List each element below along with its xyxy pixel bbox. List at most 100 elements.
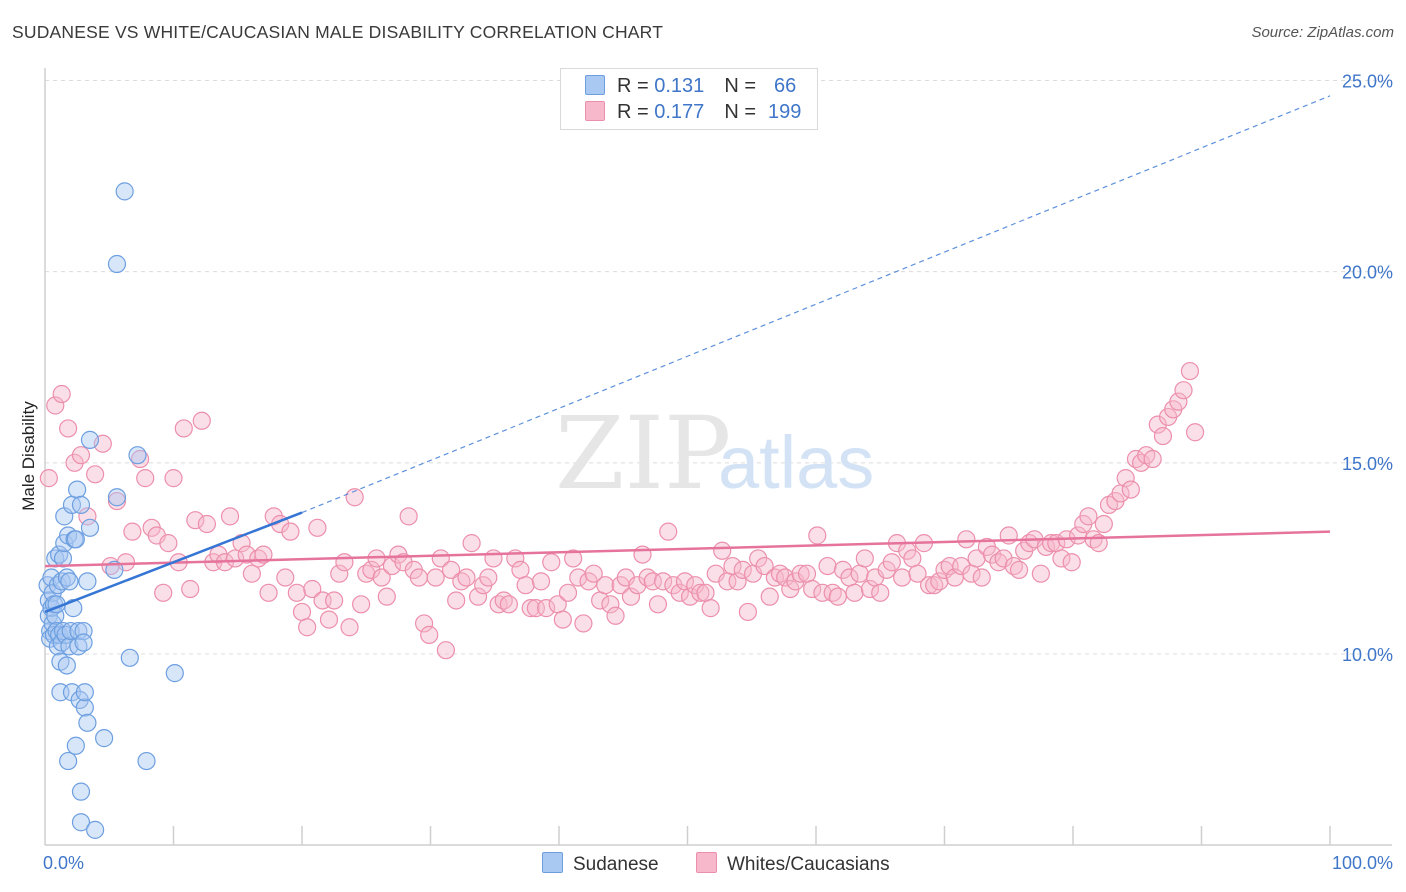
data-point-whites (197, 514, 217, 534)
data-point-whites (755, 556, 774, 576)
data-point-whites (468, 587, 488, 606)
data-point-whites (601, 595, 620, 614)
legend-row-whites: R = 0.177 N = 199 (585, 101, 801, 125)
data-point-whites (728, 572, 747, 591)
data-point-whites (845, 583, 864, 602)
data-point-whites (930, 572, 949, 591)
data-point-sudanese (57, 656, 76, 675)
legend-r-value: 0.177 (654, 101, 705, 123)
legend-row-sudanese: R = 0.131 N = 66 (585, 75, 796, 99)
data-point-sudanese (78, 713, 97, 732)
data-point-whites (569, 568, 588, 587)
data-point-sudanese (66, 530, 85, 549)
bottom-legend-sudanese[interactable]: Sudanese (542, 852, 659, 878)
data-point-whites (436, 641, 456, 660)
trend-line-whites (44, 530, 1331, 568)
data-point-whites (628, 576, 647, 595)
watermark-atlas: atlas (718, 421, 874, 504)
data-point-whites (882, 553, 901, 572)
data-point-whites (574, 614, 593, 633)
legend-n-label: N = (724, 75, 756, 97)
data-point-whites (447, 591, 466, 610)
data-point-whites (107, 491, 127, 511)
legend-n-value: 199 (768, 101, 802, 123)
data-point-sudanese (53, 549, 73, 568)
data-point-whites (1079, 507, 1098, 526)
data-point-sudanese (107, 254, 127, 274)
data-point-whites (71, 446, 91, 465)
data-point-sudanese (71, 813, 91, 832)
data-point-whites (713, 541, 732, 560)
data-point-whites (136, 469, 155, 488)
data-point-whites (553, 610, 572, 629)
data-point-whites (242, 564, 261, 583)
data-point-whites (59, 419, 78, 438)
data-point-whites (596, 576, 615, 595)
data-point-whites (701, 599, 720, 618)
data-point-whites (254, 545, 273, 564)
data-point-whites (860, 579, 880, 599)
data-point-whites (39, 469, 58, 488)
data-point-sudanese (61, 621, 80, 641)
data-point-whites (78, 507, 97, 526)
data-point-whites (564, 549, 583, 568)
legend-n-label: N = (724, 101, 756, 123)
data-point-whites (345, 488, 364, 507)
tick-labels: 10.0% 15.0% 20.0% 25.0% 0.0% 100.0% (43, 72, 1393, 874)
data-point-whites (797, 564, 817, 583)
data-point-whites (1148, 415, 1167, 434)
data-point-whites (696, 583, 715, 602)
data-point-whites (1094, 514, 1113, 534)
data-point-sudanese (71, 495, 91, 514)
data-point-whites (164, 469, 183, 488)
data-point-whites (1143, 449, 1162, 469)
data-point-whites (621, 587, 641, 606)
data-point-whites (526, 599, 545, 618)
data-point-whites (633, 545, 652, 564)
data-point-sudanese (66, 736, 85, 755)
data-point-whites (1153, 426, 1173, 446)
data-point-whites (1116, 469, 1135, 488)
data-point-whites (967, 549, 986, 568)
data-point-whites (1052, 549, 1071, 568)
data-point-whites (791, 564, 810, 583)
data-point-whites (558, 583, 578, 602)
data-point-whites (972, 568, 991, 587)
data-point-sudanese (75, 683, 94, 702)
data-point-whites (738, 602, 757, 622)
data-point-whites (1169, 392, 1188, 411)
y-tick-label: 20.0% (1342, 263, 1393, 283)
data-point-whites (319, 610, 339, 629)
data-point-whites (276, 568, 295, 587)
data-point-sudanese (80, 430, 100, 449)
data-point-sudanese (71, 782, 91, 801)
legend-r-value: 0.131 (654, 75, 705, 97)
legend-swatch-sudanese (585, 75, 605, 95)
data-point-whites (653, 572, 673, 591)
data-point-whites (828, 587, 847, 606)
legend-swatch-whites (696, 852, 717, 873)
y-tick-label: 10.0% (1342, 645, 1393, 665)
data-point-whites (994, 549, 1013, 568)
data-point-whites (479, 568, 498, 587)
data-point-whites (584, 564, 603, 583)
data-point-whites (531, 572, 551, 591)
data-point-whites (511, 560, 530, 579)
bottom-legend-whites[interactable]: Whites/Caucasians (696, 852, 890, 878)
data-point-whites (340, 618, 359, 637)
data-point-whites (394, 553, 413, 572)
data-point-sudanese (95, 729, 114, 748)
data-point-sudanese (78, 572, 97, 591)
data-point-whites (957, 530, 976, 549)
data-point-sudanese (62, 683, 82, 702)
data-point-whites (362, 560, 381, 579)
data-point-whites (287, 583, 306, 602)
data-point-whites (643, 572, 662, 591)
data-point-whites (335, 553, 354, 572)
data-point-whites (606, 606, 625, 625)
legend-swatch-sudanese (542, 852, 563, 873)
data-point-whites (441, 560, 461, 579)
legend-swatch-whites (585, 101, 605, 121)
data-point-whites (484, 549, 503, 568)
legend-label-sudanese: Sudanese (573, 854, 659, 875)
